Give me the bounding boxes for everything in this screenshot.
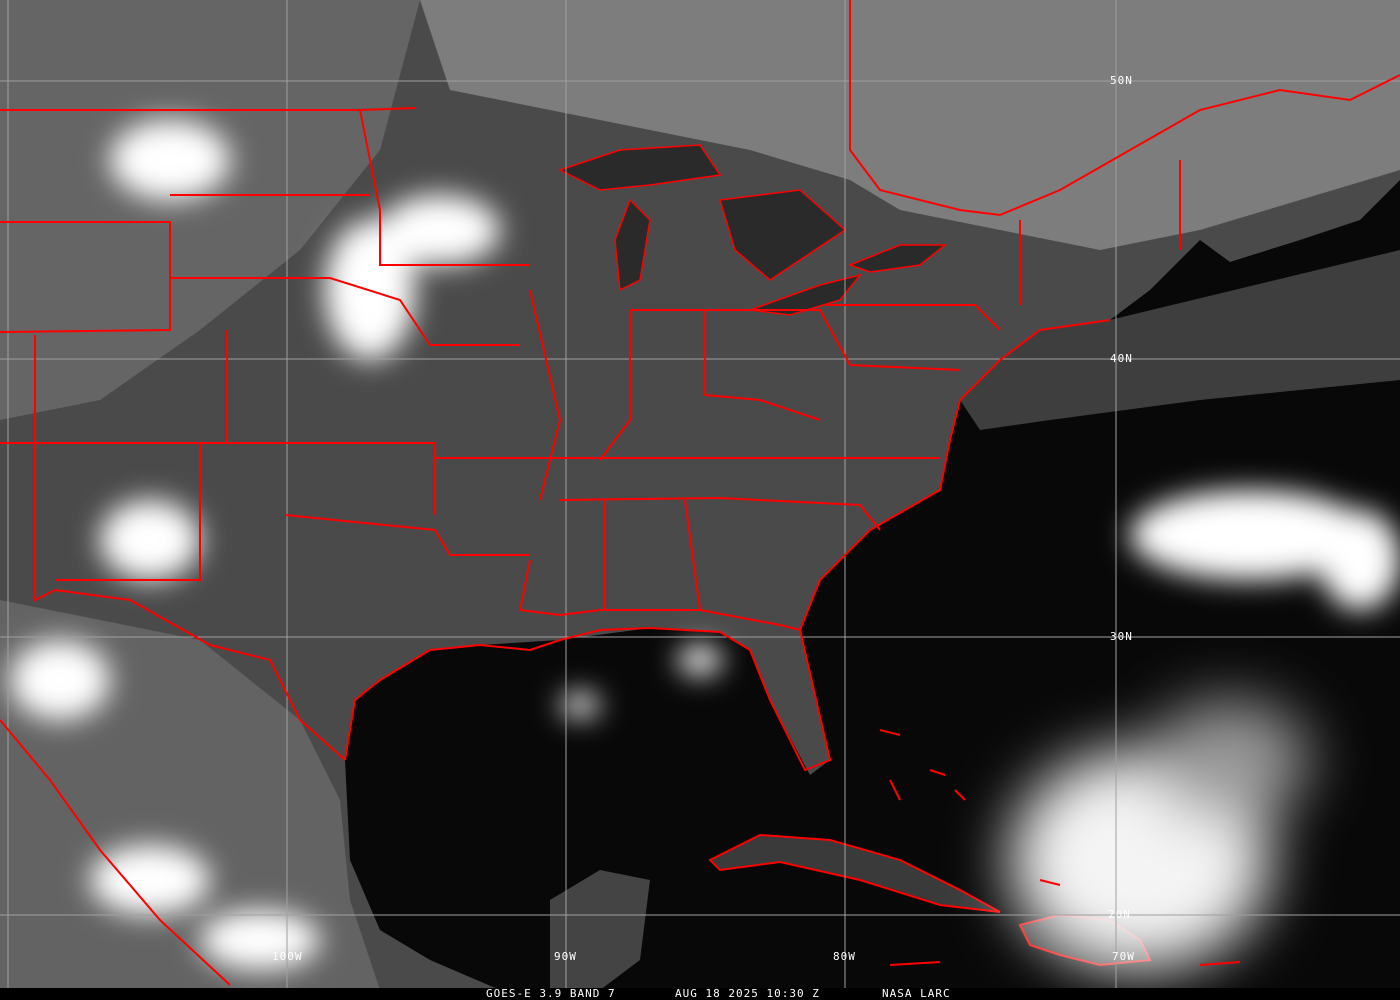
datetime-label: AUG 18 2025 10:30 Z [675, 987, 820, 1000]
northwest-region [0, 0, 420, 420]
canada-region [420, 0, 1400, 250]
lat-label-20n: 20N [1108, 908, 1131, 921]
lon-label-70w: 70W [1112, 950, 1135, 963]
lon-label-100w: 100W [272, 950, 303, 963]
satellite-band-label: GOES-E 3.9 BAND 7 [486, 987, 616, 1000]
atlantic-region [960, 250, 1400, 430]
lat-label-40n: 40N [1110, 352, 1133, 365]
great-lakes [558, 144, 948, 316]
cuba [708, 833, 1001, 913]
yucatan [550, 870, 650, 990]
credit-label: NASA LARC [882, 987, 951, 1000]
lat-label-50n: 50N [1110, 74, 1133, 87]
caribbean-islands [879, 729, 1241, 966]
image-caption-bar: GOES-E 3.9 BAND 7 AUG 18 2025 10:30 Z NA… [0, 988, 1400, 1000]
lon-label-90w: 90W [554, 950, 577, 963]
lon-label-80w: 80W [833, 950, 856, 963]
lat-label-30n: 30N [1110, 630, 1133, 643]
